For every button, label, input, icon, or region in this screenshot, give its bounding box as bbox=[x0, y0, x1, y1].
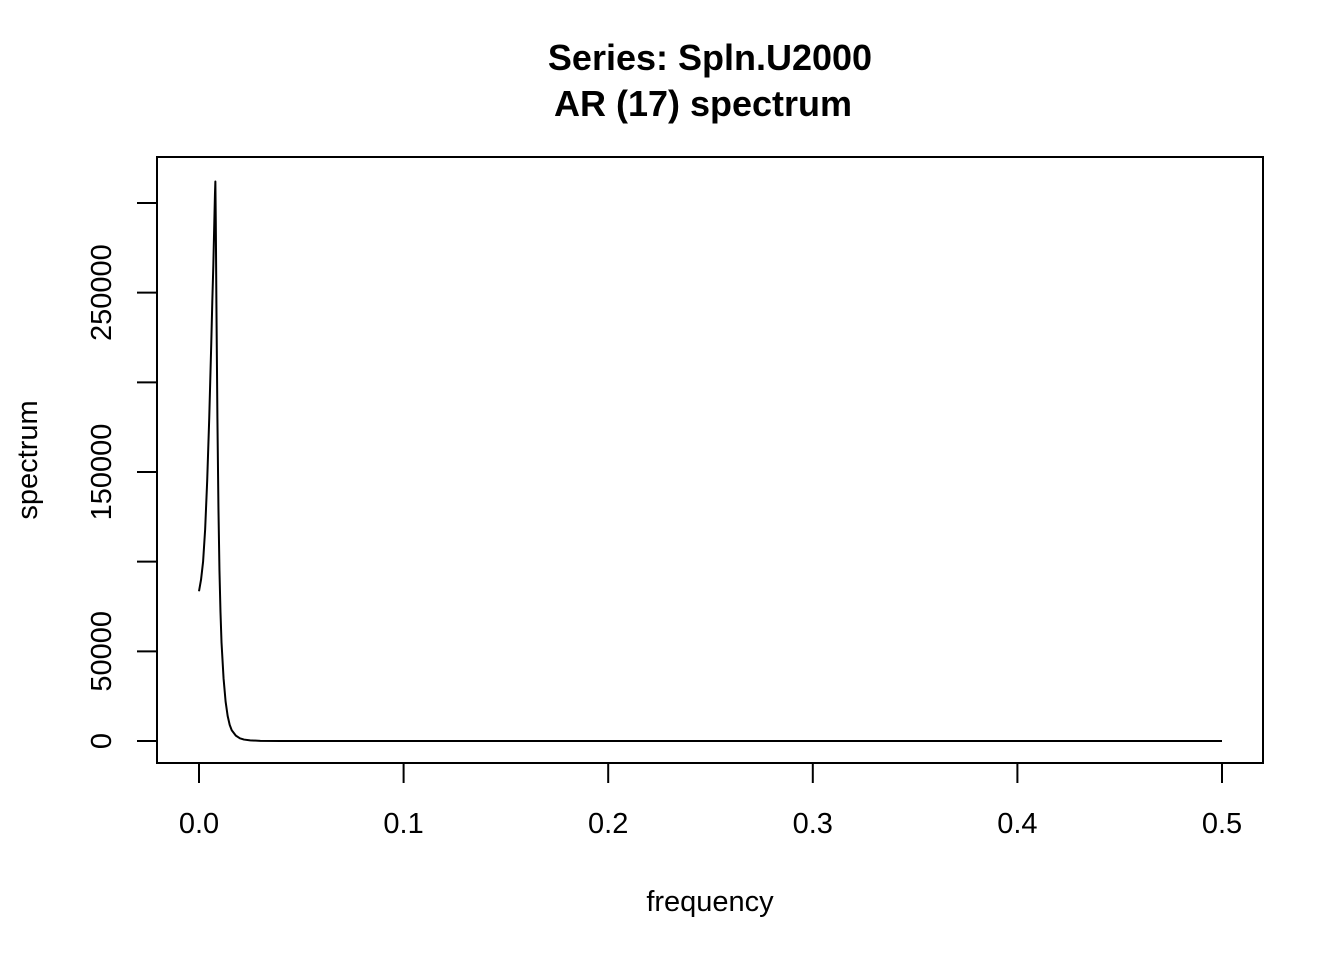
x-tick-label: 0.4 bbox=[997, 808, 1037, 840]
spectrum-series-line bbox=[198, 180, 1222, 742]
y-tick-label: 50000 bbox=[86, 611, 118, 692]
y-axis: 0 50000 150000 250000 bbox=[86, 202, 158, 749]
plot-frame bbox=[156, 156, 1264, 764]
x-tick-label: 0.1 bbox=[383, 808, 423, 840]
x-axis: 0.0 0.1 0.2 0.3 0.4 0.5 bbox=[179, 762, 1242, 840]
x-tick-label: 0.5 bbox=[1202, 808, 1242, 840]
x-tick-label: 0.2 bbox=[588, 808, 628, 840]
chart-title: Series: Spln.U2000 bbox=[548, 37, 872, 78]
y-tick-label: 0 bbox=[86, 733, 118, 749]
y-tick-label: 250000 bbox=[86, 244, 118, 341]
series-layer bbox=[198, 180, 1222, 742]
x-axis-label: frequency bbox=[646, 886, 774, 918]
y-tick-label: 150000 bbox=[86, 424, 118, 521]
y-axis-label: spectrum bbox=[12, 400, 44, 519]
chart-subtitle: AR (17) spectrum bbox=[554, 83, 852, 124]
x-tick-label: 0.0 bbox=[179, 808, 219, 840]
x-tick-label: 0.3 bbox=[793, 808, 833, 840]
